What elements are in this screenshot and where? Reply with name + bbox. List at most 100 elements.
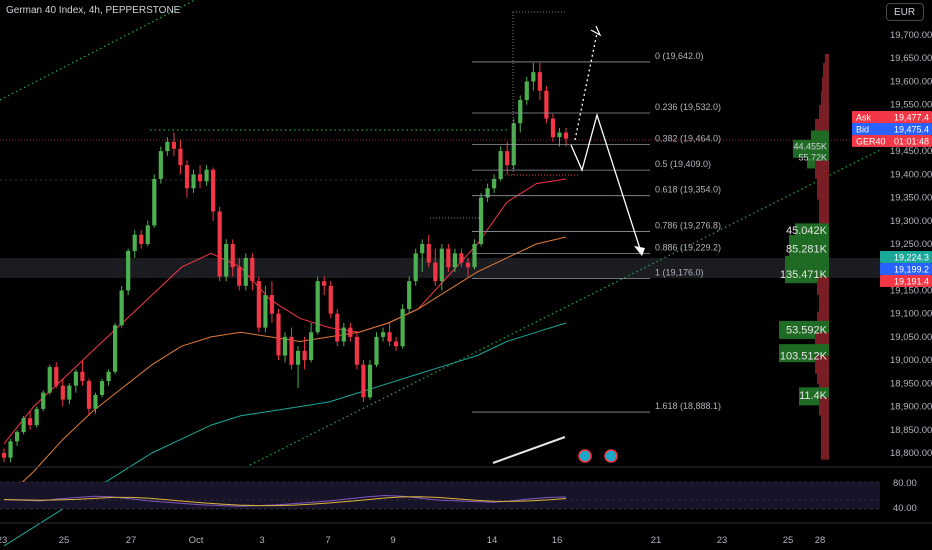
volume-profile-label: 135.471K xyxy=(780,269,828,281)
candle-body xyxy=(518,100,523,124)
fib-level-label: 0 (19,642.0) xyxy=(655,51,704,61)
level-tag-background xyxy=(880,251,932,263)
chart-title: German 40 Index, 4h, PEPPERSTONE xyxy=(6,5,181,16)
bullish-arrowhead xyxy=(590,25,602,37)
candle-body xyxy=(354,336,359,365)
price-tag: GER40 01:01:48 xyxy=(852,135,932,147)
volume-profile-bar xyxy=(821,441,829,460)
price-axis-tick: 19,550.00 xyxy=(890,100,932,111)
price-axis-tick: 19,250.00 xyxy=(890,239,932,250)
volume-profile-bar xyxy=(822,77,829,96)
candle-body xyxy=(315,281,320,333)
price-tag-background xyxy=(852,123,932,135)
projection-arrowhead xyxy=(634,246,645,256)
candle-body xyxy=(413,253,418,282)
candle-body xyxy=(400,309,405,347)
volume-profile-bar xyxy=(819,300,829,319)
volume-profile-bar xyxy=(821,418,829,437)
candle-body xyxy=(73,371,78,386)
x-axis-tick: 3 xyxy=(259,535,264,546)
candle-body xyxy=(309,332,314,361)
candle-body xyxy=(158,151,163,179)
candle-body xyxy=(132,234,137,251)
currency-button[interactable]: EUR xyxy=(886,3,924,21)
x-axis-tick: 25 xyxy=(783,535,794,546)
candle-body xyxy=(204,169,209,182)
price-axis-tick: 18,950.00 xyxy=(890,378,932,389)
candle-body xyxy=(145,225,150,244)
volume-profile-bar xyxy=(823,63,829,82)
x-axis-tick: Oct xyxy=(189,535,204,546)
candle-body xyxy=(211,169,216,212)
level-tag: 19,199.2 xyxy=(894,265,929,275)
volume-profile-label: 55.72K xyxy=(798,153,827,163)
volume-profile-bar xyxy=(819,397,829,416)
candle-body xyxy=(289,336,294,365)
candle-body xyxy=(86,381,92,409)
candle-body xyxy=(367,364,373,398)
candle-body xyxy=(67,385,72,400)
rsi-axis-tick: 80.00 xyxy=(893,478,917,489)
volume-profile-bar xyxy=(819,104,829,123)
candle-body xyxy=(217,211,222,277)
price-axis-tick: 19,700.00 xyxy=(890,30,932,41)
candle-body xyxy=(178,148,183,166)
candle-body xyxy=(472,244,477,268)
candle-body xyxy=(459,253,464,263)
price-tag-background xyxy=(852,111,932,123)
candle-body xyxy=(41,392,46,409)
candle-body xyxy=(191,174,196,189)
candle-body xyxy=(184,165,190,189)
x-axis-tick: 14 xyxy=(487,535,498,546)
candle-body xyxy=(165,141,170,152)
price-tag-label: Bid xyxy=(856,125,869,135)
candle-body xyxy=(224,244,229,277)
candle-body xyxy=(276,313,281,356)
level-tag: 19,191.4 xyxy=(894,277,929,287)
volume-profile-bar xyxy=(821,407,829,426)
projection-path xyxy=(570,112,643,256)
candle-body xyxy=(407,281,412,310)
candle-body xyxy=(550,118,556,138)
price-axis-tick: 19,450.00 xyxy=(890,146,932,157)
candle-body xyxy=(348,327,353,337)
price-tag-value: 19,475.4 xyxy=(894,125,929,135)
candle-body xyxy=(446,248,451,268)
candle-body xyxy=(335,313,340,342)
candle-body xyxy=(524,81,529,101)
candle-body xyxy=(544,90,549,119)
volume-profile-label: 103.512K xyxy=(780,350,828,362)
x-axis-tick: 9 xyxy=(390,535,395,546)
candle-body xyxy=(1,453,7,458)
candle-body xyxy=(531,72,536,82)
volume-profile-bar xyxy=(819,376,829,395)
price-axis-tick: 19,600.00 xyxy=(890,76,932,87)
candle-body xyxy=(47,367,52,393)
candle-body xyxy=(14,432,20,442)
ruler-line xyxy=(492,436,566,464)
candle-body xyxy=(557,132,562,138)
price-axis-tick: 18,800.00 xyxy=(890,448,932,459)
price-axis-tick: 19,100.00 xyxy=(890,309,932,320)
price-axis-tick: 18,850.00 xyxy=(890,425,932,436)
candle-body xyxy=(21,418,26,433)
candle-body xyxy=(439,248,444,282)
candle-body xyxy=(420,244,425,254)
candle-body xyxy=(380,332,386,337)
candle-body xyxy=(60,385,65,400)
volume-profile-bar xyxy=(819,288,829,307)
candle-body xyxy=(243,257,248,286)
fib-level-label: 1 (19,176.0) xyxy=(655,267,704,277)
price-tag-label: Ask xyxy=(856,113,872,123)
candle-body xyxy=(250,257,255,282)
candle-body xyxy=(374,336,379,365)
lower-trendline xyxy=(249,149,881,466)
volume-profile-bar xyxy=(819,214,829,233)
volume-profile-label: 53.592K xyxy=(786,324,828,336)
candle-body xyxy=(230,244,235,268)
bullish-projection-line xyxy=(574,32,598,141)
volume-profile-bar xyxy=(819,204,829,223)
price-axis-tick: 19,350.00 xyxy=(890,193,932,204)
price-axis-tick: 19,050.00 xyxy=(890,332,932,343)
